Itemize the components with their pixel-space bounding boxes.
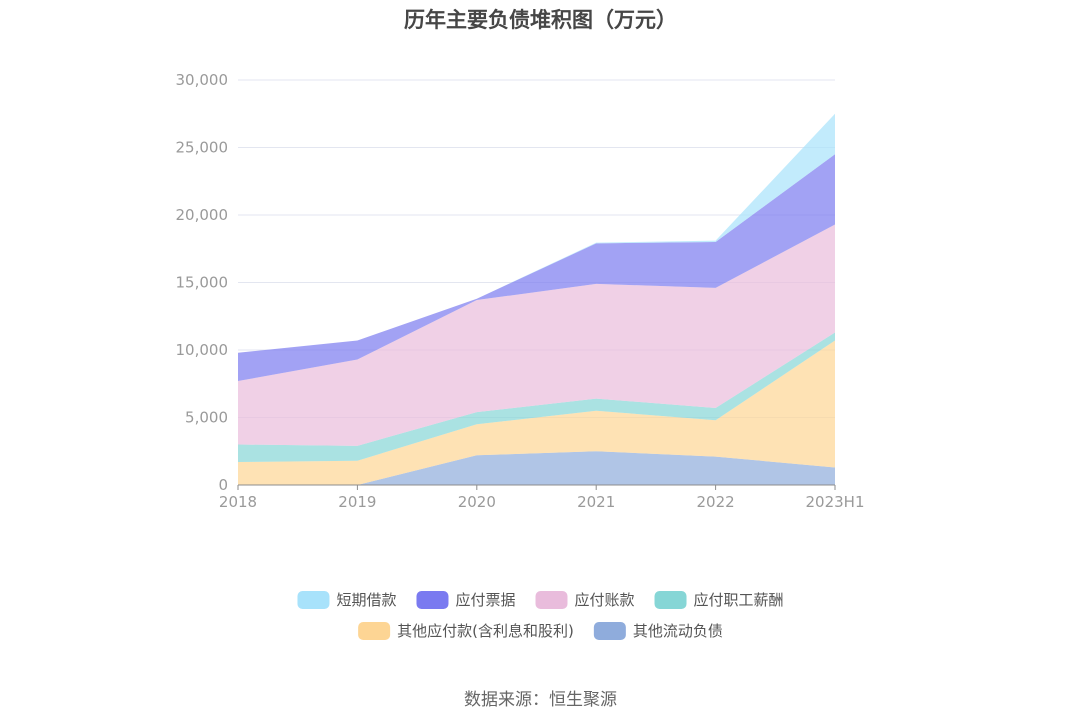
axes: 0 5,000 10,000 15,000 20,000 25,000 30,000 2018… — [176, 71, 865, 511]
legend-swatch — [358, 622, 391, 640]
area-series-其他应付款(含利息和股利) — [238, 340, 835, 485]
y-tick-label: 5,000 — [185, 409, 228, 427]
source-note: 数据来源：恒生聚源 — [464, 690, 617, 710]
legend-swatch — [593, 622, 626, 640]
area-series-其他流动负债 — [238, 451, 835, 485]
legend-swatch — [416, 591, 449, 609]
area-series-应付账款 — [238, 224, 835, 446]
x-tick-label: 2023H1 — [806, 493, 865, 511]
y-tick-label: 0 — [218, 476, 228, 494]
x-tick-label: 2018 — [219, 493, 257, 511]
legend-label: 短期借款 — [336, 591, 396, 609]
legend-item[interactable]: 其他应付款(含利息和股利) — [358, 622, 574, 640]
x-tick-label: 2019 — [338, 493, 376, 511]
chart-title: 历年主要负债堆积图（万元） — [404, 8, 677, 32]
area-series — [238, 113, 835, 485]
x-tick-label: 2020 — [458, 493, 496, 511]
y-tick-label: 30,000 — [176, 71, 229, 89]
legend-item[interactable]: 应付账款 — [535, 591, 635, 609]
y-tick-label: 20,000 — [176, 206, 229, 224]
x-tick-label: 2022 — [697, 493, 735, 511]
legend-label: 应付职工薪酬 — [694, 591, 784, 609]
area-series-应付票据 — [238, 154, 835, 382]
area-series-应付职工薪酬 — [238, 332, 835, 463]
legend-swatch — [535, 591, 568, 609]
legend-label: 应付票据 — [455, 591, 515, 609]
y-tick-label: 25,000 — [176, 139, 229, 157]
y-tick-label: 10,000 — [176, 341, 229, 359]
x-tick-label: 2021 — [577, 493, 615, 511]
legend-item[interactable]: 短期借款 — [297, 591, 396, 609]
legend-swatch — [654, 591, 687, 609]
legend-swatch — [297, 591, 330, 609]
legend-item[interactable]: 其他流动负债 — [593, 622, 723, 640]
legend-label: 其他流动负债 — [633, 622, 723, 640]
y-tick-label: 15,000 — [176, 274, 229, 292]
legend-item[interactable]: 应付票据 — [416, 591, 516, 609]
legend-label: 应付账款 — [575, 591, 635, 609]
legend-label: 其他应付款(含利息和股利) — [397, 622, 574, 640]
legend-item[interactable]: 应付职工薪酬 — [654, 591, 784, 609]
